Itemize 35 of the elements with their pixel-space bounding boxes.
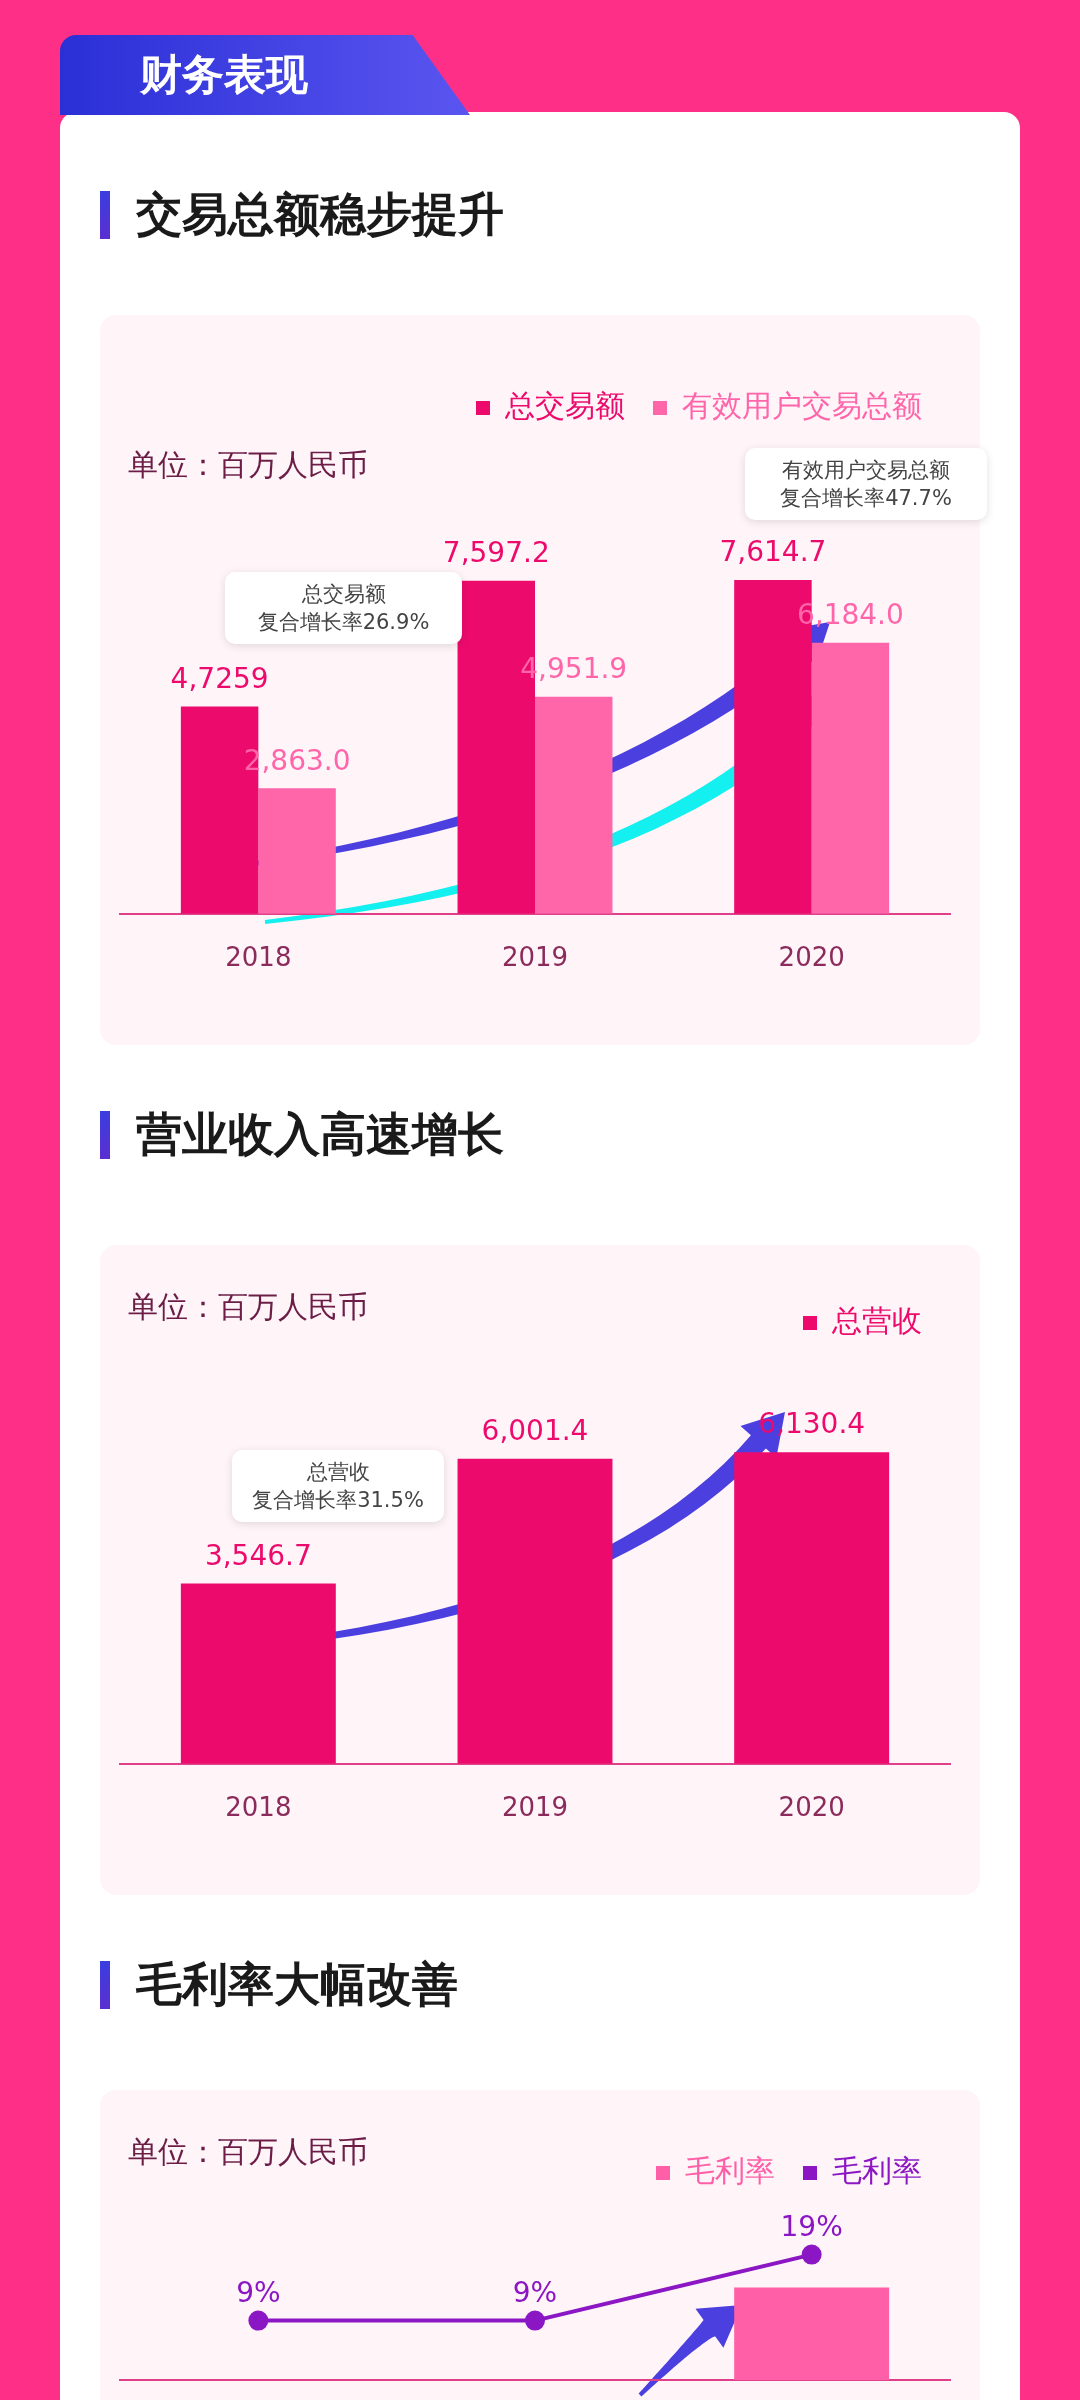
legend-label: 总营收: [831, 1302, 922, 1338]
legend-label: 总交易额: [504, 387, 625, 423]
text: 有效用户交易总额: [781, 457, 951, 484]
legend-label: 有效用户交易总额: [682, 387, 922, 423]
x-tick-label: 2019: [501, 1792, 569, 1823]
data-label: 4,7259: [170, 661, 269, 695]
x-tick-label: 2020: [778, 942, 845, 973]
data-label: 9%: [512, 2275, 558, 2309]
data-label: 19%: [780, 2209, 843, 2243]
y-axis-title: 单位：百万人民币: [128, 2133, 368, 2171]
annotation: 复合增长率31.5%: [251, 1487, 425, 1514]
x-tick-label: 2019: [501, 942, 569, 973]
data-label: 7,614.7: [719, 535, 827, 569]
text: 复合增长率47.7%: [779, 485, 953, 512]
y-axis-title: 单位：百万人民币: [128, 446, 368, 484]
x-tick-label: 2020: [778, 1792, 845, 1823]
annotation: 复合增长率26.9%: [256, 609, 431, 636]
data-label: 9%: [236, 2275, 281, 2309]
annotation: 总交易额: [300, 581, 387, 608]
annotation: 总营收: [305, 1459, 371, 1486]
legend-label: 毛利率: [685, 2152, 775, 2188]
chart-title: 营业收入高速增长: [136, 1106, 504, 1163]
data-label: 7,597.2: [442, 535, 550, 569]
bar: [811, 642, 890, 914]
y-axis-title: 单位：百万人民币: [128, 1288, 368, 1326]
x-tick-label: 2018: [225, 942, 292, 973]
x-tick-label: 2018: [225, 1792, 292, 1823]
chart-title: 交易总额稳步提升: [136, 186, 504, 243]
data-label: 6,001.4: [481, 1414, 589, 1448]
legend-label: 毛利率: [832, 2152, 922, 2188]
text: 财务表现: [140, 49, 308, 101]
data-label: 3,546.7: [204, 1538, 312, 1572]
bar: [258, 788, 336, 914]
bar: [535, 696, 613, 914]
chart-title: 毛利率大幅改善: [136, 1956, 458, 2013]
